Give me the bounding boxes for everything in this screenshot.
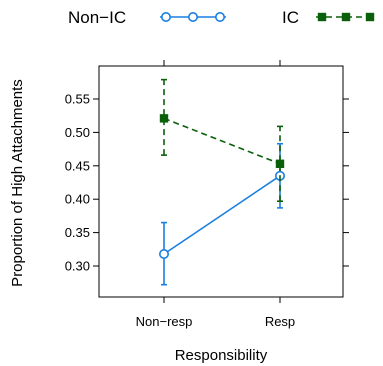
series-line bbox=[163, 175, 281, 255]
series-ic bbox=[159, 78, 285, 203]
data-point bbox=[159, 114, 169, 123]
legend-label: Non−IC bbox=[68, 8, 126, 27]
y-tick-label: 0.30 bbox=[65, 259, 90, 274]
series-line bbox=[163, 117, 281, 165]
series-layer bbox=[159, 78, 285, 286]
y-axis: 0.30 0.35 0.40 0.45 0.50 0.55 bbox=[65, 92, 349, 274]
y-axis-label: Proportion of High Attachments bbox=[9, 79, 26, 287]
x-tick-label: Non−resp bbox=[136, 314, 193, 329]
y-tick-label: 0.45 bbox=[65, 158, 90, 173]
x-tick-label: Resp bbox=[265, 314, 295, 329]
x-axis-label: Responsibility bbox=[175, 347, 268, 364]
data-point bbox=[275, 159, 285, 168]
legend-marker bbox=[317, 12, 327, 22]
y-tick-label: 0.50 bbox=[65, 125, 90, 140]
legend-marker bbox=[215, 12, 226, 22]
legend-item-ic: IC bbox=[282, 8, 376, 27]
legend-marker bbox=[341, 12, 351, 22]
y-tick-label: 0.40 bbox=[65, 192, 90, 207]
legend: Non−IC IC bbox=[68, 8, 376, 27]
legend-label: IC bbox=[282, 8, 299, 27]
data-point bbox=[159, 248, 170, 259]
legend-marker bbox=[161, 12, 172, 22]
series-non-ic bbox=[159, 142, 285, 286]
x-axis: Non−resp Resp bbox=[136, 60, 295, 329]
legend-item-non-ic: Non−IC bbox=[68, 8, 226, 27]
y-tick-label: 0.35 bbox=[65, 225, 90, 240]
plot-frame bbox=[98, 65, 344, 298]
legend-marker bbox=[188, 12, 199, 22]
legend-marker bbox=[365, 12, 375, 22]
y-tick-label: 0.55 bbox=[65, 92, 90, 107]
